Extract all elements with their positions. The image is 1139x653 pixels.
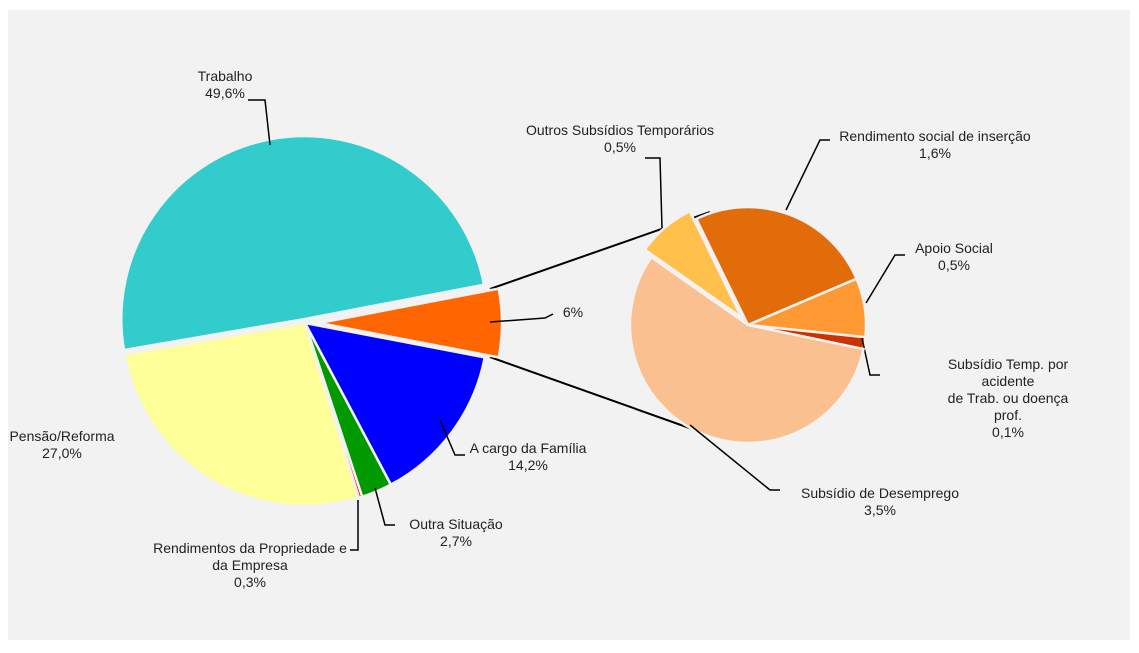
label-value: 0,1% [992, 424, 1024, 440]
data-label: Rendimentos da Propriedade e da Empresa 0… [153, 540, 347, 591]
label-value: 0,3% [234, 574, 266, 590]
pie-slice [120, 134, 486, 352]
data-label: Trabalho 49,6% [198, 68, 253, 102]
leader-line [865, 254, 905, 304]
leader-line [439, 419, 465, 456]
label-name: Subsídio Temp. por acidente de Trab. ou … [947, 356, 1069, 423]
connector-line [489, 356, 696, 431]
leader-line [645, 157, 663, 229]
data-label: Subsídio de Desemprego 3,5% [801, 485, 959, 519]
leader-line [489, 313, 554, 323]
data-label: A cargo da Família 14,2% [470, 440, 587, 474]
pie-slice [643, 209, 745, 322]
label-name: Rendimentos da Propriedade e da Empresa [153, 540, 347, 573]
label-name: Pensão/Reforma [9, 428, 115, 444]
label-name: A cargo da Família [469, 440, 587, 456]
label-value: 2,7% [440, 533, 472, 549]
label-value: 0,5% [938, 257, 970, 273]
label-name: Apoio Social [915, 240, 993, 256]
leader-line [861, 337, 880, 376]
label-name: Rendimento social de inserção [839, 128, 1031, 144]
leader-line [248, 99, 271, 146]
data-label: Apoio Social 0,5% [915, 240, 993, 274]
pie-slice [123, 321, 361, 508]
leader-line [374, 487, 395, 526]
data-label: Rendimento social de inserção 1,6% [839, 128, 1030, 162]
label-value: 0,5% [604, 139, 636, 155]
pie-slice [302, 321, 487, 487]
data-label: 6% [563, 304, 583, 321]
leader-line [689, 424, 780, 491]
label-value: 1,6% [919, 145, 951, 161]
data-label: Subsídio Temp. por acidente de Trab. ou … [943, 356, 1074, 441]
pie-slice [318, 287, 504, 359]
label-value: 49,6% [205, 85, 245, 101]
label-value: 27,0% [42, 445, 82, 461]
data-label: Outros Subsídios Temporários 0,5% [526, 122, 714, 156]
leader-line [350, 500, 359, 551]
label-name: Outros Subsídios Temporários [525, 122, 715, 138]
label-name: Outra Situação [409, 516, 503, 532]
label-name: Subsídio de Desemprego [801, 485, 959, 501]
label-value: 3,5% [864, 502, 896, 518]
label-value: 6% [562, 304, 584, 320]
data-label: Pensão/Reforma 27,0% [9, 428, 114, 462]
label-name: Trabalho [197, 68, 253, 84]
leader-line [785, 139, 830, 211]
data-label: Outra Situação 2,7% [409, 516, 502, 550]
label-value: 14,2% [508, 457, 548, 473]
